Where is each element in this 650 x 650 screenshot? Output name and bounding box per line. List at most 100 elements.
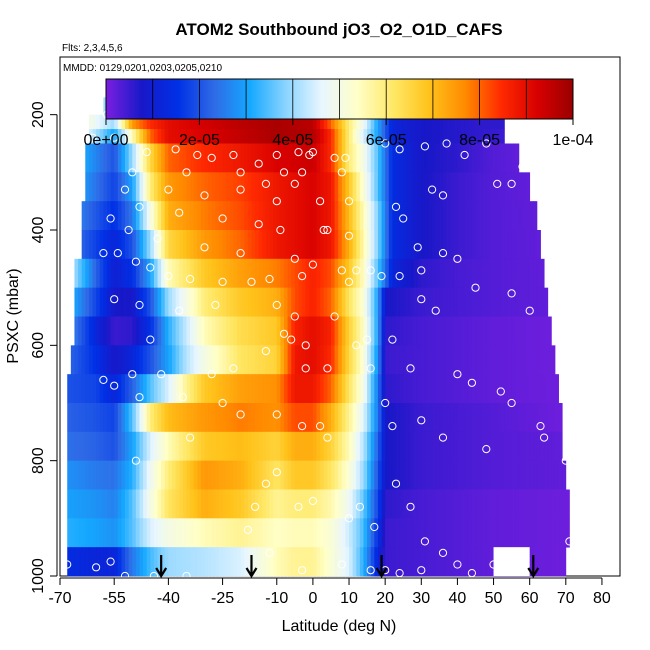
heatmap-cell bbox=[439, 230, 444, 260]
heatmap-cell bbox=[251, 114, 256, 130]
heatmap-cell bbox=[410, 547, 415, 577]
heatmap-cell bbox=[291, 143, 296, 173]
heatmap-cell bbox=[229, 345, 234, 375]
heatmap-cell bbox=[385, 316, 390, 346]
observation-point bbox=[218, 277, 227, 286]
heatmap-cell bbox=[381, 172, 386, 202]
heatmap-cell bbox=[190, 230, 195, 260]
heatmap-cell bbox=[218, 460, 223, 490]
heatmap-cell bbox=[377, 460, 382, 490]
heatmap-cell bbox=[345, 114, 350, 130]
heatmap-cell bbox=[208, 316, 213, 346]
heatmap-cell bbox=[316, 129, 321, 144]
heatmap-cell bbox=[482, 258, 487, 289]
heatmap-cell bbox=[551, 460, 556, 490]
observation-point bbox=[344, 514, 354, 523]
heatmap-cell bbox=[96, 258, 101, 289]
heatmap-cell bbox=[269, 374, 274, 404]
heatmap-cell bbox=[479, 518, 484, 548]
heatmap-cell bbox=[157, 129, 162, 144]
observation-point bbox=[316, 422, 325, 431]
heatmap-cell bbox=[511, 287, 516, 317]
heatmap-cell bbox=[175, 374, 180, 404]
heatmap-cell bbox=[164, 129, 169, 144]
heatmap-cell bbox=[88, 518, 93, 548]
heatmap-cell bbox=[392, 172, 397, 202]
heatmap-cell bbox=[287, 287, 292, 317]
x-tick-label: 60 bbox=[521, 590, 539, 607]
arrows bbox=[155, 555, 540, 579]
heatmap-cell bbox=[504, 230, 509, 260]
heatmap-cell bbox=[486, 258, 491, 289]
heatmap-cell bbox=[117, 172, 122, 202]
heatmap-cell bbox=[334, 129, 339, 144]
heatmap-cell bbox=[370, 114, 375, 130]
heatmap-cell bbox=[244, 316, 249, 346]
heatmap-cell bbox=[345, 143, 350, 173]
heatmap-cell bbox=[461, 230, 466, 260]
heatmap-cell bbox=[442, 489, 447, 519]
heatmap-cell bbox=[229, 518, 234, 548]
heatmap-cell bbox=[540, 460, 545, 490]
heatmap-cell bbox=[211, 374, 216, 404]
heatmap-cell bbox=[363, 518, 368, 548]
heatmap-cell bbox=[103, 129, 108, 144]
heatmap-cell bbox=[450, 230, 455, 260]
heatmap-cell bbox=[215, 431, 220, 462]
heatmap-cell bbox=[81, 489, 86, 519]
heatmap-cell bbox=[439, 431, 444, 462]
heatmap-cell bbox=[320, 547, 325, 577]
heatmap-cell bbox=[345, 201, 350, 231]
heatmap-cell bbox=[417, 172, 422, 202]
observation-point bbox=[135, 300, 144, 310]
heatmap-cell bbox=[132, 230, 137, 260]
heatmap-cell bbox=[471, 114, 476, 130]
heatmap-cell bbox=[153, 316, 158, 346]
heatmap-cell bbox=[172, 287, 177, 317]
heatmap-cell bbox=[479, 114, 484, 130]
heatmap-cell bbox=[497, 518, 502, 548]
heatmap-cell bbox=[450, 431, 455, 462]
heatmap-cell bbox=[251, 374, 256, 404]
heatmap-cell bbox=[117, 403, 122, 433]
heatmap-cell bbox=[200, 287, 205, 317]
heatmap-cell bbox=[309, 172, 314, 202]
heatmap-cell bbox=[92, 374, 97, 404]
heatmap-cell bbox=[522, 316, 527, 346]
heatmap-cell bbox=[153, 345, 158, 375]
heatmap-cell bbox=[497, 129, 502, 144]
observation-point bbox=[131, 257, 140, 266]
heatmap-cell bbox=[457, 287, 462, 317]
heatmap-cell bbox=[363, 460, 368, 490]
heatmap-cell bbox=[175, 403, 180, 433]
heatmap-cell bbox=[298, 431, 303, 462]
heatmap-cell bbox=[172, 547, 177, 577]
heatmap-cell bbox=[385, 129, 390, 144]
heatmap-cell bbox=[370, 230, 375, 260]
heatmap-cell bbox=[330, 374, 335, 404]
heatmap-cell bbox=[190, 547, 195, 577]
heatmap-cell bbox=[327, 258, 332, 289]
heatmap-cell bbox=[446, 316, 451, 346]
heatmap-cell bbox=[403, 143, 408, 173]
heatmap-cell bbox=[374, 316, 379, 346]
heatmap-cell bbox=[544, 345, 549, 375]
heatmap-cell bbox=[291, 431, 296, 462]
heatmap-cell bbox=[388, 201, 393, 231]
heatmap-cell bbox=[374, 460, 379, 490]
heatmap-cell bbox=[233, 547, 238, 577]
heatmap-cell bbox=[446, 258, 451, 289]
heatmap-cell bbox=[114, 403, 119, 433]
heatmap-cell bbox=[489, 518, 494, 548]
heatmap-cell bbox=[110, 431, 115, 462]
heatmap-cell bbox=[161, 431, 166, 462]
heatmap-cell bbox=[168, 431, 173, 462]
heatmap-cell bbox=[92, 143, 97, 173]
heatmap-cell bbox=[352, 431, 357, 462]
heatmap-cell bbox=[428, 114, 433, 130]
heatmap-cell bbox=[190, 258, 195, 289]
heatmap-cell bbox=[406, 345, 411, 375]
heatmap-cell bbox=[99, 431, 104, 462]
observation-point bbox=[128, 168, 137, 177]
heatmap-cell bbox=[269, 489, 274, 519]
